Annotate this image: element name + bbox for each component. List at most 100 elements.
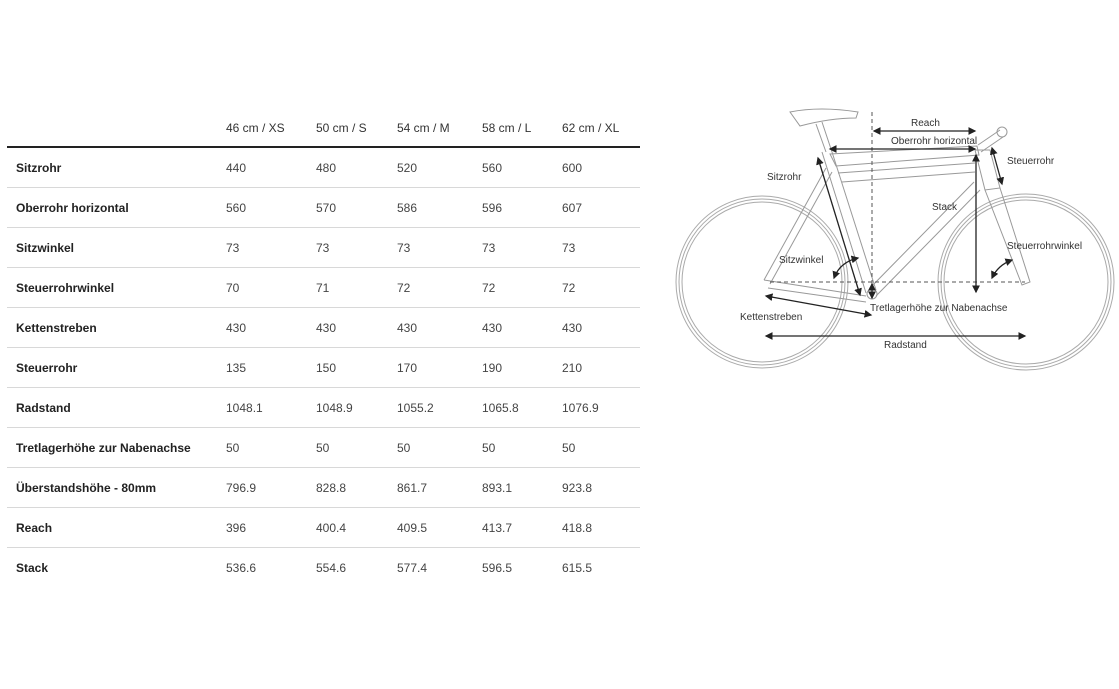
kettenstreben-arrow [764,293,873,318]
cell-value: 396 [226,507,316,548]
cell-value: 50 [316,427,397,468]
cell-value: 923.8 [562,467,640,508]
cell-value: 190 [482,347,562,388]
column-header: 62 cm / XL [562,110,640,148]
cell-value: 73 [482,227,562,268]
cell-value: 430 [562,307,640,348]
table-row: Tretlagerhöhe zur Nabenachse 50 50 50 50 50 [7,427,640,468]
cell-value: 570 [316,187,397,228]
label-stack: Stack [932,202,958,213]
table-header-row: 46 cm / XS 50 cm / S 54 cm / M 58 cm / L… [7,110,640,148]
sitzwinkel-arc [832,255,860,280]
cell-value: 1065.8 [482,387,562,428]
row-label: Sitzrohr [7,147,226,188]
row-label: Reach [7,507,226,548]
cell-value: 480 [316,147,397,188]
cell-value: 210 [562,347,640,388]
cell-value: 430 [482,307,562,348]
column-header: 58 cm / L [482,110,562,148]
table-row: Kettenstreben 430 430 430 430 430 [7,307,640,348]
cell-value: 70 [226,267,316,308]
label-radstand: Radstand [884,340,927,351]
cell-value: 560 [482,147,562,188]
row-label: Sitzwinkel [7,227,226,268]
column-header [7,110,226,148]
label-kettenstreben: Kettenstreben [740,312,802,323]
label-tretlager: Tretlagerhöhe zur Nabenachse [870,303,1008,314]
table-row: Sitzwinkel 73 73 73 73 73 [7,227,640,268]
steuerrohrwinkel-arc [991,258,1014,280]
cell-value: 50 [482,427,562,468]
label-reach: Reach [911,118,940,129]
cell-value: 71 [316,267,397,308]
table-row: Stack 536.6 554.6 577.4 596.5 615.5 [7,548,640,588]
row-label: Überstandshöhe - 80mm [7,467,226,508]
cell-value: 1076.9 [562,387,640,428]
cell-value: 615.5 [562,560,593,575]
cell-value: 170 [397,347,482,388]
cell-value: 440 [226,147,316,188]
cell-value: 607 [562,187,640,228]
label-sitzwinkel: Sitzwinkel [779,255,823,266]
table-row: Steuerrohr 135 150 170 190 210 [7,347,640,388]
cell-value: 72 [562,267,640,308]
cell-value: 596 [482,187,562,228]
table-row: Reach 396 400.4 409.5 413.7 418.8 [7,507,640,548]
label-sitzrohr: Sitzrohr [767,172,802,183]
label-oberrohr: Oberrohr horizontal [891,136,977,147]
cell-value: 1055.2 [397,387,482,428]
cell-value: 596.5 [482,560,513,575]
cell-value: 600 [562,147,640,188]
cell-value: 430 [397,307,482,348]
cell-value: 72 [397,267,482,308]
cell-value: 50 [226,427,316,468]
cell-value: 400.4 [316,507,397,548]
cell-value: 73 [562,227,640,268]
cell-value: 560 [226,187,316,228]
cell-value: 409.5 [397,507,482,548]
cell-value: 1048.1 [226,387,316,428]
row-label: Stack [16,560,49,575]
cell-value: 893.1 [482,467,562,508]
cell-value: 73 [397,227,482,268]
cell-value: 554.6 [316,560,347,575]
cell-value: 1048.9 [316,387,397,428]
steuerrohr-arrow [989,146,1005,186]
table-row: Steuerrohrwinkel 70 71 72 72 72 [7,267,640,308]
cell-value: 536.6 [226,560,257,575]
column-header: 50 cm / S [316,110,397,148]
label-steuerrohr: Steuerrohr [1007,156,1055,167]
cell-value: 861.7 [397,467,482,508]
diagram-labels: Reach Oberrohr horizontal Steuerrohr Sit… [740,118,1082,351]
cell-value: 520 [397,147,482,188]
table-row: Radstand 1048.1 1048.9 1055.2 1065.8 1076.9 [7,387,640,428]
row-label: Oberrohr horizontal [7,187,226,228]
table-row: Überstandshöhe - 80mm 796.9 828.8 861.7 893.… [7,467,640,508]
cell-value: 50 [562,427,640,468]
cell-value: 150 [316,347,397,388]
cell-value: 418.8 [562,507,640,548]
row-label: Tretlagerhöhe zur Nabenachse [7,427,226,468]
cell-value: 577.4 [397,560,428,575]
table-row: Sitzrohr 440 480 520 560 600 [7,147,640,188]
cell-value: 73 [316,227,397,268]
geometry-table: 46 cm / XS 50 cm / S 54 cm / M 58 cm / L… [7,110,640,587]
cell-value: 135 [226,347,316,388]
cell-value: 72 [482,267,562,308]
cell-value: 430 [226,307,316,348]
row-label: Kettenstreben [7,307,226,348]
row-label: Steuerrohr [7,347,226,388]
cell-value: 73 [226,227,316,268]
cell-value: 828.8 [316,467,397,508]
column-header: 46 cm / XS [226,110,316,148]
reference-lines [770,112,1025,290]
cell-value: 586 [397,187,482,228]
label-steuerrohrwinkel: Steuerrohrwinkel [1007,241,1082,252]
cell-value: 796.9 [226,467,316,508]
cell-value: 430 [316,307,397,348]
cell-value: 50 [397,427,482,468]
column-header: 54 cm / M [397,110,482,148]
row-label: Steuerrohrwinkel [7,267,226,308]
front-wheel [937,193,1115,371]
